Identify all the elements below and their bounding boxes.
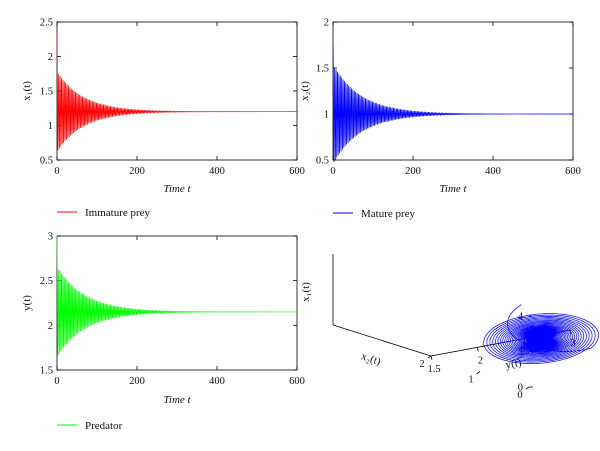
- x-axis-label: Time t: [163, 183, 191, 195]
- y-tick-mark: [430, 355, 433, 361]
- x-tick-label: 600: [565, 166, 581, 177]
- z-axis-label: x₁(t): [300, 282, 312, 302]
- x-axis-label: Time t: [439, 183, 467, 195]
- x-tick-label: 600: [289, 166, 305, 177]
- y-tick-mark: [476, 347, 479, 352]
- x-tick-label: 0: [54, 376, 59, 387]
- x-tick-label: 0: [330, 166, 335, 177]
- plot-frame: [56, 21, 298, 161]
- z-tick-label: 0: [518, 383, 523, 394]
- x-tick-label: 200: [405, 166, 421, 177]
- x2-axis: [332, 324, 432, 357]
- x-tick-label: 0: [54, 166, 59, 177]
- y-tick-label: 2.5: [40, 276, 53, 287]
- plot-frame: [332, 21, 574, 161]
- y-tick-label: 1.5: [40, 87, 53, 98]
- x2-tick-mark: [427, 355, 432, 359]
- x2-tick-label: 1: [468, 375, 473, 386]
- legend-label: Mature prey: [361, 208, 416, 220]
- y-axis-label: y(t): [21, 295, 33, 311]
- x-tick-label: 400: [209, 166, 225, 177]
- y-tick-label: 1.5: [40, 366, 53, 377]
- panel-immature-prey: x₁(t) Time t Immature prey 0 200 400 600 0.5…: [21, 18, 305, 220]
- y-tick-label: 1.5: [316, 64, 329, 75]
- x-axis-label: Time t: [163, 394, 191, 406]
- x-tick-label: 200: [129, 376, 145, 387]
- y-axis-label: x₁(t): [21, 81, 33, 101]
- plot-frame: [56, 235, 298, 371]
- x2-tick-label: 0: [517, 390, 522, 401]
- panel-mature-prey: x₂(t) Time t Mature prey 0 200 400 600 0.5 1 1…: [299, 18, 581, 221]
- legend-label: Immature prey: [85, 207, 151, 219]
- z-tick-label: 2: [518, 347, 523, 358]
- y-tick-label: 2: [48, 52, 53, 63]
- legend-label: Predator: [85, 420, 123, 432]
- panel-predator: y(t) Time t Predator 0 200 400 600 1.5 2 2.5 3: [21, 232, 305, 433]
- y-tick-label: 2: [478, 355, 483, 366]
- y-tick-label: 0.5: [40, 156, 53, 167]
- x2-tick-mark: [525, 386, 530, 390]
- y-tick-label: 2.5: [40, 18, 53, 29]
- x2-tick-label: 2: [419, 359, 424, 370]
- series-line-predator: [56, 235, 297, 356]
- phase-trajectory-line: [483, 304, 599, 364]
- x2-tick-mark: [476, 371, 481, 374]
- x-tick-label: 400: [485, 166, 501, 177]
- series-line-immature-prey: [56, 32, 297, 151]
- y-tick-label: 1: [324, 110, 329, 121]
- x2-axis-label: x₂(t): [360, 350, 383, 368]
- y-tick-label: 2: [48, 321, 53, 332]
- series-line-mature-prey: [332, 44, 574, 162]
- y-tick-label: 3: [48, 232, 53, 243]
- x-tick-label: 600: [289, 376, 305, 387]
- y-tick-label: 1.5: [427, 364, 440, 375]
- x-tick-label: 200: [129, 166, 145, 177]
- y-axis-label: x₂(t): [299, 81, 311, 101]
- y-axis-label: y(t): [505, 357, 523, 372]
- y-tick-label: 1: [48, 121, 53, 132]
- x-tick-label: 400: [209, 376, 225, 387]
- y-tick-label: 0.5: [316, 156, 329, 167]
- y-tick-label: 2: [324, 18, 329, 29]
